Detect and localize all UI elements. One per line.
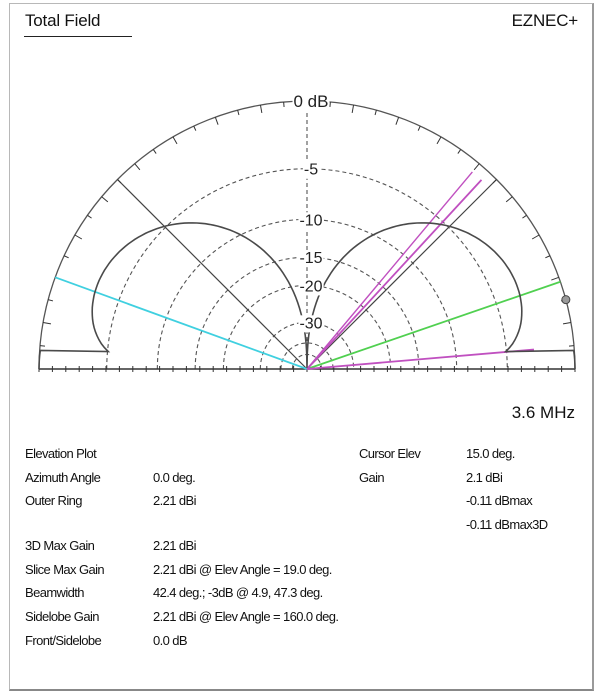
- degree-tick: [473, 163, 480, 171]
- degree-tick: [134, 163, 141, 171]
- info-label: Cursor Elev: [359, 446, 421, 461]
- cursor-dot[interactable]: [561, 295, 571, 305]
- degree-tick: [237, 110, 240, 116]
- ring-label: -5: [304, 162, 318, 179]
- info-value: 15.0 deg.: [466, 446, 515, 461]
- range-ring: [222, 284, 392, 370]
- degree-tick: [551, 276, 560, 281]
- degree-tick: [101, 196, 109, 203]
- degree-tick: [436, 136, 442, 145]
- max-gain-marker: [306, 280, 561, 370]
- spoke-line: [306, 179, 497, 370]
- spoke-line: [117, 179, 308, 370]
- degree-tick: [42, 321, 52, 325]
- info-value: 2.21 dBi @ Elev Angle = 160.0 deg.: [153, 608, 339, 624]
- degree-tick: [193, 125, 197, 131]
- degree-tick: [492, 179, 497, 184]
- degree-tick: [172, 136, 178, 145]
- ring-label: -20: [299, 278, 322, 295]
- pattern-window: Total Field EZNEC+ 0 dB -5 -10 -15 -20 -30 3.…: [9, 3, 594, 691]
- ring-label: 0 dB: [294, 92, 329, 111]
- info-label: Sidelobe Gain: [25, 608, 99, 624]
- info-label: Outer Ring: [25, 493, 82, 509]
- info-value: 0.0 deg.: [153, 469, 196, 485]
- ring-labels: 0 dB -5 -10 -15 -20 -30: [292, 92, 330, 333]
- info-label: Gain: [359, 469, 385, 485]
- beamwidth-marker-high: [306, 179, 483, 370]
- degree-tick: [531, 234, 540, 240]
- info-label: Azimuth Angle: [25, 469, 101, 485]
- info-label: Elevation Plot: [25, 446, 97, 461]
- range-ring: [280, 342, 334, 370]
- info-value: -0.11 dBmax: [466, 493, 533, 509]
- info-value: 2.21 dBi @ Elev Angle = 19.0 deg.: [153, 561, 332, 577]
- degree-tick: [522, 214, 527, 219]
- info-value: -0.11 dBmax3D: [466, 517, 548, 533]
- info-label: Slice Max Gain: [25, 561, 105, 577]
- sidelobe-marker: [54, 276, 308, 370]
- frequency-label: 3.6 MHz: [511, 403, 575, 422]
- info-value: 2.21 dBi: [153, 493, 197, 509]
- degree-tick: [562, 321, 572, 325]
- degree-tick: [374, 110, 377, 116]
- degree-tick: [48, 299, 54, 302]
- degree-tick: [117, 179, 122, 184]
- polar-plot[interactable]: 0 dB -5 -10 -15 -20 -30: [10, 4, 595, 404]
- beamwidth-marker-low: [306, 348, 535, 370]
- degree-tick: [457, 149, 462, 154]
- degree-tick: [395, 116, 400, 125]
- info-value: 42.4 deg.; -3dB @ 4.9, 47.3 deg.: [153, 585, 323, 601]
- degree-tick: [505, 196, 513, 203]
- degree-tick: [351, 104, 355, 114]
- ring-label: -15: [299, 250, 322, 267]
- info-value: 2.21 dBi: [153, 537, 197, 553]
- info-value: 2.1 dBi: [466, 469, 503, 485]
- brand-label: EZNEC+: [511, 11, 579, 30]
- plot-title: Total Field: [25, 11, 101, 30]
- info-label: Beamwidth: [25, 585, 85, 601]
- degree-tick: [87, 214, 92, 219]
- degree-tick: [259, 104, 263, 114]
- ring-label: -10: [299, 212, 322, 229]
- degree-tick: [74, 234, 83, 240]
- degree-tick: [417, 125, 421, 131]
- ring-label: -30: [299, 315, 322, 332]
- degree-tick: [214, 116, 219, 125]
- pattern-curve: [38, 222, 576, 370]
- degree-tick: [63, 255, 69, 259]
- marker-lines: [54, 171, 561, 370]
- title-underline: [24, 36, 132, 37]
- info-label: 3D Max Gain: [25, 537, 95, 553]
- degree-tick: [545, 255, 551, 259]
- info-label: Front/Sidelobe: [25, 632, 102, 648]
- beamwidth-marker-high-edge: [306, 171, 473, 370]
- degree-tick: [152, 149, 157, 154]
- degree-ticks: [38, 101, 576, 372]
- info-value: 0.0 dB: [153, 632, 188, 648]
